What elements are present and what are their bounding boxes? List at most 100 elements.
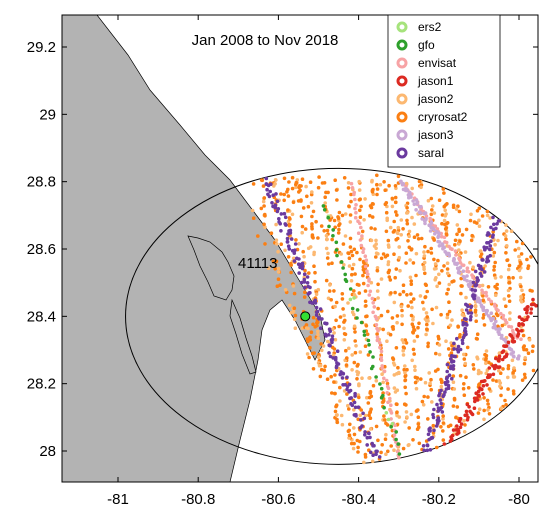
jason2-point xyxy=(316,332,320,337)
saral-point xyxy=(368,435,372,440)
jason2-point xyxy=(431,321,435,326)
cryrosat2-point xyxy=(308,335,312,340)
cryrosat2-point xyxy=(496,324,500,329)
jason2-point xyxy=(384,452,388,457)
cryrosat2-point xyxy=(403,374,408,379)
cryrosat2-point xyxy=(499,393,503,398)
cryrosat2-point xyxy=(531,344,535,349)
cryrosat2-point xyxy=(341,307,345,311)
jason1-point xyxy=(517,322,521,326)
jason2-point xyxy=(385,216,390,221)
saral-point xyxy=(490,235,495,239)
cryrosat2-point xyxy=(504,403,508,407)
saral-point xyxy=(445,362,450,367)
saral-point xyxy=(325,321,329,326)
x-tick-label: -80.4 xyxy=(341,491,375,508)
envisat-point xyxy=(450,247,454,251)
cryrosat2-point xyxy=(368,213,372,218)
jason2-point xyxy=(339,413,344,418)
cryrosat2-point xyxy=(308,180,313,184)
cryrosat2-point xyxy=(395,410,399,415)
cryrosat2-point xyxy=(355,438,360,443)
jason3-point xyxy=(468,279,473,284)
cryrosat2-point xyxy=(443,222,447,227)
cryrosat2-point xyxy=(319,367,324,372)
saral-point xyxy=(300,266,305,271)
cryrosat2-point xyxy=(460,233,465,237)
saral-point xyxy=(328,329,333,334)
cryrosat2-point xyxy=(478,254,483,259)
cryrosat2-point xyxy=(325,256,330,260)
cryrosat2-point xyxy=(403,385,408,390)
jason3-point xyxy=(411,199,415,203)
jason2-point xyxy=(477,407,482,412)
cryrosat2-point xyxy=(294,238,298,242)
jason2-point xyxy=(437,272,441,277)
cryrosat2-point xyxy=(316,236,320,240)
cryrosat2-point xyxy=(312,264,316,269)
cryrosat2-point xyxy=(356,450,360,454)
cryrosat2-point xyxy=(430,307,434,312)
cryrosat2-point xyxy=(369,407,373,412)
cryrosat2-point xyxy=(335,198,339,202)
cryrosat2-point xyxy=(392,219,397,224)
jason2-point xyxy=(283,248,287,253)
cryrosat2-point xyxy=(349,441,354,446)
saral-point xyxy=(489,239,493,243)
cryrosat2-point xyxy=(301,206,306,210)
saral-point xyxy=(328,343,332,348)
cryrosat2-point xyxy=(350,253,355,258)
cryrosat2-point xyxy=(440,269,444,273)
jason2-point xyxy=(445,315,450,320)
saral-point xyxy=(492,222,496,227)
saral-point xyxy=(365,435,370,440)
cryrosat2-point xyxy=(460,284,464,288)
cryrosat2-point xyxy=(394,267,399,271)
saral-point xyxy=(275,199,280,204)
cryrosat2-point xyxy=(306,339,310,344)
cryrosat2-point xyxy=(451,205,456,209)
envisat-point xyxy=(366,283,370,288)
saral-point xyxy=(460,338,465,343)
cryrosat2-point xyxy=(342,176,347,180)
cryrosat2-point xyxy=(406,304,411,308)
saral-point xyxy=(305,281,310,285)
cryrosat2-point xyxy=(316,320,320,325)
saral-point xyxy=(273,205,278,210)
cryrosat2-point xyxy=(309,330,314,335)
jason2-point xyxy=(498,384,502,389)
cryrosat2-point xyxy=(429,251,434,255)
cryrosat2-point xyxy=(336,215,340,219)
cryrosat2-point xyxy=(423,295,428,299)
jason2-point xyxy=(396,225,401,230)
jason2-point xyxy=(375,289,380,293)
cryrosat2-point xyxy=(441,421,446,425)
jason2-point xyxy=(351,446,356,451)
jason2-point xyxy=(300,230,305,235)
saral-point xyxy=(354,414,358,418)
saral-point xyxy=(496,219,501,223)
gfo-point xyxy=(397,452,402,456)
envisat-point xyxy=(367,293,372,297)
legend: ers2 gfo envisat jason1 jason2 cryrosat2 jason… xyxy=(387,14,501,168)
saral-point xyxy=(270,201,274,205)
jason2-point xyxy=(291,310,295,315)
envisat-point xyxy=(454,253,458,257)
saral-point xyxy=(358,426,363,430)
jason2-point xyxy=(399,233,404,237)
cryrosat2-point xyxy=(411,261,416,265)
jason2-point xyxy=(397,255,402,260)
cryrosat2-point xyxy=(482,396,486,400)
cryrosat2-point xyxy=(370,188,375,193)
jason3-point xyxy=(437,244,442,248)
cryrosat2-point xyxy=(311,315,316,320)
jason1-point xyxy=(496,358,501,362)
cryrosat2-point xyxy=(440,221,444,226)
cryrosat2-point xyxy=(276,277,281,282)
cryrosat2-point xyxy=(332,380,336,384)
jason1-point xyxy=(478,386,482,391)
cryrosat2-point xyxy=(391,327,396,331)
jason3-point xyxy=(409,195,413,199)
cryrosat2-point xyxy=(447,309,452,314)
envisat-point xyxy=(366,272,370,277)
